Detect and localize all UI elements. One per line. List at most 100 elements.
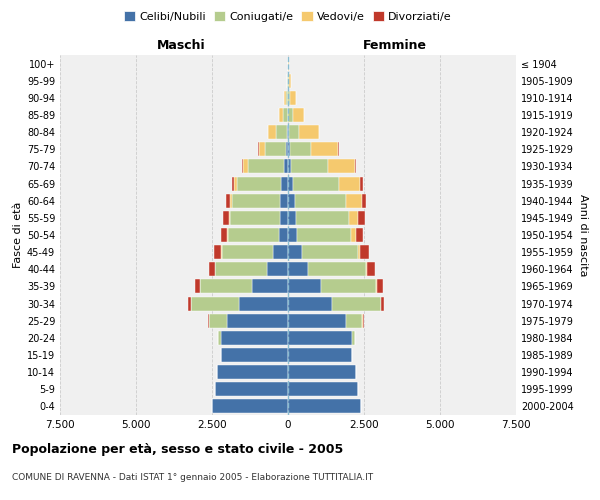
Bar — [299, 125, 319, 139]
Bar — [200, 280, 251, 293]
Bar — [288, 56, 289, 70]
Bar — [284, 91, 286, 105]
Bar — [295, 194, 346, 207]
Bar — [227, 228, 228, 242]
Bar — [221, 348, 288, 362]
Bar — [212, 400, 288, 413]
Bar — [227, 314, 288, 328]
Bar — [288, 262, 308, 276]
Bar — [280, 108, 283, 122]
Bar — [237, 176, 281, 190]
Text: Femmine: Femmine — [363, 38, 427, 52]
Bar — [356, 228, 364, 242]
Bar — [223, 211, 229, 225]
Text: Popolazione per età, sesso e stato civile - 2005: Popolazione per età, sesso e stato civil… — [12, 442, 343, 456]
Bar — [259, 142, 265, 156]
Bar — [287, 125, 288, 139]
Bar — [311, 142, 338, 156]
Bar — [289, 74, 291, 88]
Bar — [230, 194, 232, 207]
Bar — [339, 176, 360, 190]
Bar — [288, 160, 291, 173]
Bar — [290, 91, 296, 105]
Bar — [221, 228, 227, 242]
Bar — [293, 108, 304, 122]
Bar — [234, 176, 237, 190]
Bar — [358, 211, 365, 225]
Bar — [239, 296, 288, 310]
Bar — [288, 296, 332, 310]
Bar — [218, 331, 221, 345]
Bar — [288, 314, 346, 328]
Bar — [286, 142, 288, 156]
Bar — [288, 125, 289, 139]
Bar — [195, 280, 200, 293]
Bar — [248, 160, 284, 173]
Bar — [281, 176, 288, 190]
Bar — [322, 280, 376, 293]
Bar — [352, 331, 355, 345]
Bar — [361, 245, 370, 259]
Bar — [229, 211, 230, 225]
Bar — [280, 211, 288, 225]
Text: COMUNE DI RAVENNA - Dati ISTAT 1° gennaio 2005 - Elaborazione TUTTITALIA.IT: COMUNE DI RAVENNA - Dati ISTAT 1° gennai… — [12, 472, 373, 482]
Bar — [362, 194, 367, 207]
Bar — [346, 314, 362, 328]
Bar — [226, 194, 230, 207]
Bar — [351, 228, 356, 242]
Bar — [267, 262, 288, 276]
Bar — [288, 245, 302, 259]
Bar — [296, 228, 351, 242]
Bar — [275, 125, 287, 139]
Bar — [367, 262, 374, 276]
Bar — [291, 160, 328, 173]
Bar — [265, 142, 286, 156]
Bar — [251, 280, 288, 293]
Bar — [288, 194, 295, 207]
Bar — [365, 262, 367, 276]
Bar — [296, 211, 349, 225]
Y-axis label: Anni di nascita: Anni di nascita — [578, 194, 588, 276]
Bar — [188, 296, 191, 310]
Bar — [288, 228, 296, 242]
Bar — [258, 142, 259, 156]
Y-axis label: Fasce di età: Fasce di età — [13, 202, 23, 268]
Bar — [302, 245, 358, 259]
Bar — [217, 365, 288, 379]
Bar — [363, 314, 364, 328]
Bar — [349, 211, 358, 225]
Bar — [288, 365, 356, 379]
Bar — [214, 245, 221, 259]
Bar — [289, 125, 299, 139]
Bar — [328, 160, 355, 173]
Bar — [230, 211, 280, 225]
Bar — [293, 176, 339, 190]
Bar — [215, 382, 288, 396]
Bar — [209, 262, 215, 276]
Bar — [288, 382, 358, 396]
Bar — [232, 176, 234, 190]
Bar — [332, 296, 381, 310]
Bar — [355, 160, 356, 173]
Bar — [288, 142, 290, 156]
Bar — [377, 280, 383, 293]
Bar — [191, 296, 239, 310]
Bar — [288, 400, 361, 413]
Text: Maschi: Maschi — [157, 38, 205, 52]
Bar — [286, 91, 287, 105]
Bar — [232, 194, 280, 207]
Bar — [274, 245, 288, 259]
Bar — [358, 245, 361, 259]
Bar — [288, 91, 290, 105]
Bar — [215, 262, 267, 276]
Bar — [360, 176, 363, 190]
Bar — [280, 194, 288, 207]
Bar — [209, 314, 227, 328]
Bar — [381, 296, 382, 310]
Bar — [346, 194, 362, 207]
Bar — [288, 211, 296, 225]
Bar — [268, 125, 275, 139]
Bar — [308, 262, 365, 276]
Bar — [243, 160, 248, 173]
Bar — [222, 245, 274, 259]
